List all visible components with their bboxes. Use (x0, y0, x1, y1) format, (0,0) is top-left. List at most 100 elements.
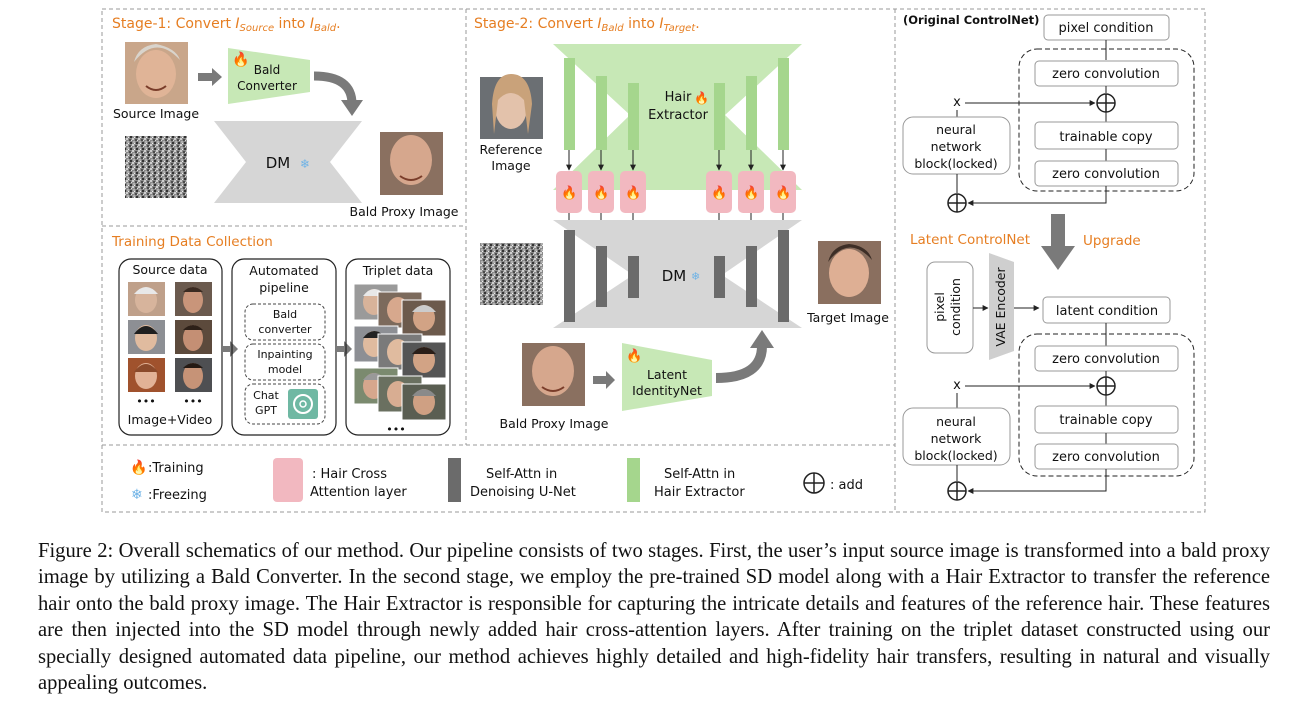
nn-block-2-line3: block(locked) (914, 448, 997, 463)
edge-zero-to-output-1 (967, 186, 1107, 206)
nn-block-2-line1: neural (936, 414, 976, 429)
triplet-box (345, 258, 451, 436)
pipeline-step-bald (244, 303, 326, 341)
source-data-title: Source data (132, 262, 207, 277)
pipeline-step-chatgpt (244, 383, 326, 425)
trainable-copy-label-2: trainable copy (1059, 413, 1153, 428)
upgrade-arrow-shaft (1051, 214, 1065, 248)
arrow-head-converter (341, 100, 363, 116)
pixel-condition-vertical-1: pixel (932, 292, 947, 322)
legend-add: : add (830, 478, 863, 493)
bald-proxy-label-stage1: Bald Proxy Image (350, 204, 459, 219)
legend-cross-1: : Hair Cross (312, 467, 387, 482)
arrow-proxy-to-identitynet (593, 371, 615, 389)
zero-conv-label-1a: zero convolution (1052, 67, 1160, 82)
noise-image-stage1 (125, 136, 187, 198)
zero-conv-label-2a: zero convolution (1052, 352, 1160, 367)
flame-icon: 🔥 (130, 459, 147, 476)
nn-block-1-line3: block(locked) (914, 156, 997, 171)
snowflake-icon: ❄ (691, 270, 700, 283)
latent-controlnet-title: Latent ControlNet (910, 232, 1030, 248)
bald-converter (228, 48, 310, 104)
legend-hair-2: Hair Extractor (654, 485, 745, 500)
hair-extractor-label-1: Hair (665, 90, 692, 105)
stage2-title: Stage-2: Convert IBald into ITarget. (474, 16, 700, 34)
flame-icon: 🔥 🔥 🔥 🔥 🔥 🔥 (561, 185, 791, 201)
legend-unet-1: Self-Attn in (486, 467, 557, 482)
add-icon (803, 472, 825, 494)
arrow-converter-to-dm (313, 71, 357, 105)
reference-label-1: Reference (480, 142, 543, 157)
hair-extractor-bars (564, 58, 789, 150)
zero-conv-label-2b: zero convolution (1052, 450, 1160, 465)
svg-text:🔥: 🔥 (775, 185, 791, 201)
legend-unet-2: Denoising U-Net (470, 485, 576, 500)
unet-self-attn-bars (564, 230, 789, 322)
dm-stage2 (553, 220, 802, 328)
triplet-title: Triplet data (362, 263, 434, 278)
source-data-footer: Image+Video (128, 412, 213, 427)
method-diagram: Stage-1: Convert ISource into IBald. Sou… (101, 8, 1206, 513)
legend-cross-swatch (273, 458, 303, 502)
svg-text:🔥: 🔥 (625, 185, 641, 201)
latent-condition-label: latent condition (1056, 304, 1158, 319)
noise-image-stage2 (480, 243, 543, 305)
target-image (818, 241, 881, 304)
figure-caption: Figure 2: Overall schematics of our meth… (38, 540, 1270, 695)
identitynet-label-2: IdentityNet (632, 383, 702, 398)
nn-block-1-line2: network (931, 139, 983, 154)
legend-training: :Training (148, 461, 204, 476)
source-image-label: Source Image (113, 106, 199, 121)
add-icon (947, 193, 967, 213)
pipeline-step-chatgpt-2: GPT (255, 404, 277, 417)
add-icon (1096, 93, 1116, 113)
dm-stage2-label: DM (662, 267, 687, 285)
flame-icon: 🔥 (232, 51, 249, 68)
reference-image (480, 74, 543, 139)
pixel-condition-label: pixel condition (1058, 21, 1153, 36)
pipeline-title-2: pipeline (259, 280, 309, 295)
dm-stage1-label: DM (266, 154, 291, 172)
add-icon (1096, 376, 1116, 396)
pipeline-step-bald-1: Bald (273, 308, 297, 321)
triplet-images (353, 283, 447, 421)
triplet-dots: ••• (386, 423, 405, 436)
bald-converter-label-1: Bald (254, 63, 281, 77)
chatgpt-logo-icon (288, 389, 318, 419)
bald-proxy-image-stage2 (522, 343, 585, 406)
flame-icon: 🔥 (626, 348, 642, 364)
nn-block-2-line2: network (931, 431, 983, 446)
pixel-condition-vertical-2: condition (948, 278, 963, 336)
dm-stage1 (214, 121, 362, 203)
source-data-dots-2: ••• (183, 395, 202, 408)
trainable-copy-label-1: trainable copy (1059, 130, 1153, 145)
target-image-label: Target Image (806, 310, 889, 325)
x-label-1: x (953, 95, 961, 110)
legend-freezing: :Freezing (148, 488, 207, 503)
hair-extractor-label-2: Extractor (648, 108, 709, 123)
zero-conv-label-1b: zero convolution (1052, 167, 1160, 182)
bald-proxy-image-stage1 (380, 132, 443, 195)
legend-unet-swatch (448, 458, 461, 502)
pipeline-step-inpainting-1: Inpainting (257, 348, 312, 361)
svg-text:🔥: 🔥 (593, 185, 609, 201)
edge-zero-to-output-2 (967, 469, 1107, 494)
svg-text:🔥: 🔥 (561, 185, 577, 201)
pipeline-step-chatgpt-1: Chat (253, 389, 279, 402)
vae-encoder (989, 253, 1014, 360)
pipeline-step-inpainting (244, 343, 326, 381)
training-title: Training Data Collection (111, 234, 273, 250)
snowflake-icon: ❄ (300, 157, 310, 171)
svg-text:🔥: 🔥 (743, 185, 759, 201)
source-data-dots-1: ••• (136, 395, 155, 408)
source-image (125, 42, 188, 104)
arrow-source-to-pipeline (222, 341, 238, 357)
add-icon (947, 481, 967, 501)
latent-identitynet (622, 343, 712, 411)
bald-converter-label-2: Converter (237, 79, 297, 93)
source-data-faces (128, 282, 212, 392)
upgrade-arrow-head (1041, 246, 1075, 270)
extractor-to-crossattn-arrows (566, 150, 786, 171)
arrow-identitynet-to-dm (715, 345, 767, 383)
hair-cross-attention-blocks (556, 171, 796, 213)
